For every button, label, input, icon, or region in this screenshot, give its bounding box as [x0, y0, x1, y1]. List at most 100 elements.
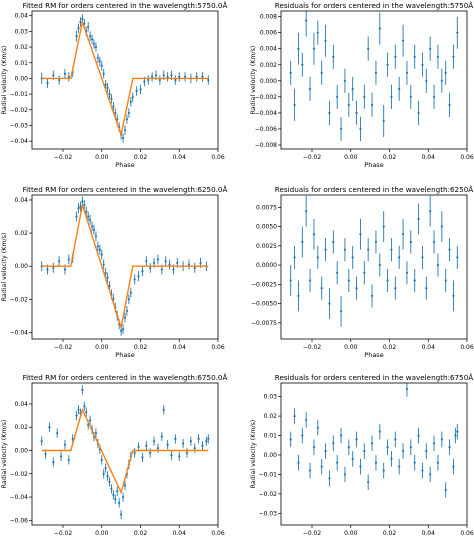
data-point	[178, 455, 181, 458]
data-point	[448, 103, 451, 106]
y-tick-label: 0.02	[264, 413, 278, 420]
data-point	[79, 20, 82, 24]
data-point	[413, 461, 416, 464]
data-point	[394, 438, 397, 441]
y-tick-label: 0.000	[260, 78, 277, 85]
y-tick-label: −0.03	[259, 510, 278, 517]
data-point	[100, 64, 103, 67]
y-tick-label: 0.00	[15, 448, 29, 455]
data-point	[94, 431, 98, 435]
data-point	[92, 228, 96, 231]
data-point	[187, 263, 191, 266]
plot-area	[289, 195, 459, 327]
data-point	[343, 248, 347, 251]
x-tick-label: 0.02	[134, 154, 148, 161]
data-point	[160, 435, 163, 438]
data-point	[355, 111, 358, 114]
x-axis-label: Phase	[364, 351, 383, 359]
data-point	[328, 477, 331, 480]
data-point	[63, 443, 67, 446]
data-point	[154, 74, 158, 77]
subplot-6: Residuals for orders centered in the wav…	[250, 373, 474, 538]
data-point	[417, 434, 420, 437]
data-point	[98, 248, 101, 251]
data-point	[98, 60, 101, 63]
data-point	[207, 437, 210, 440]
chart-title: Residuals for orders centered in the wav…	[275, 1, 473, 10]
y-tick-label: 0.01	[264, 433, 278, 440]
data-point	[374, 461, 378, 464]
data-point	[421, 469, 424, 472]
y-tick-label: −0.04	[10, 329, 29, 336]
data-point	[59, 455, 63, 458]
data-point	[359, 233, 362, 236]
data-point	[401, 39, 405, 42]
y-tick-label: −0.0025	[251, 281, 277, 288]
data-point	[351, 87, 354, 90]
data-point	[305, 210, 308, 213]
chart-title: Residuals for orders centered in the wav…	[275, 373, 473, 382]
data-point	[339, 434, 343, 437]
x-tick-label: −0.02	[54, 344, 73, 351]
data-point	[123, 484, 127, 487]
y-tick-label: −0.002	[255, 94, 277, 101]
data-point	[102, 263, 105, 266]
data-point	[156, 258, 160, 261]
x-tick-label: −0.02	[303, 530, 322, 537]
data-point	[401, 233, 405, 236]
data-point	[46, 268, 49, 271]
data-point	[176, 261, 179, 264]
y-tick-label: 0.02	[15, 424, 29, 431]
subplot-3: Fitted RM for orders centered in the wav…	[1, 185, 228, 359]
data-point	[355, 287, 358, 290]
data-point	[374, 71, 378, 74]
data-point	[413, 279, 416, 282]
data-point	[85, 210, 88, 213]
data-point	[149, 451, 152, 454]
x-tick-label: 0.02	[134, 530, 148, 537]
data-point	[456, 256, 459, 259]
data-point	[293, 414, 296, 418]
x-tick-label: 0.06	[460, 344, 474, 351]
chart-title: Residuals for orders centered in the wav…	[275, 185, 473, 194]
x-tick-label: 0.06	[460, 530, 474, 537]
x-tick-label: 0.02	[134, 344, 148, 351]
data-point	[152, 261, 156, 264]
plot-area	[289, 11, 459, 141]
x-tick-label: 0.00	[95, 344, 109, 351]
data-point	[182, 442, 185, 445]
data-point	[127, 111, 130, 115]
data-point	[104, 271, 107, 274]
data-point	[351, 457, 354, 460]
plot-area	[40, 385, 210, 520]
data-point	[390, 457, 393, 460]
axes-frame	[280, 10, 468, 150]
data-point	[152, 440, 156, 443]
data-point	[413, 55, 416, 58]
data-point	[120, 329, 123, 332]
y-tick-label: 0.0025	[256, 243, 277, 250]
data-point	[90, 38, 94, 41]
x-tick-label: 0.04	[173, 530, 187, 537]
data-point	[448, 446, 451, 449]
data-point	[440, 79, 443, 82]
x-tick-label: −0.02	[54, 530, 73, 537]
data-point	[168, 263, 171, 266]
data-point	[133, 278, 136, 281]
model-line	[41, 407, 209, 495]
data-point	[382, 225, 385, 228]
data-point	[436, 461, 440, 464]
axes-frame	[280, 194, 468, 340]
y-tick-label: −0.03	[10, 122, 29, 129]
x-axis-label: Phase	[115, 351, 134, 359]
data-point	[297, 294, 300, 297]
data-point	[363, 271, 366, 274]
data-point	[312, 233, 316, 236]
data-point	[100, 458, 103, 461]
y-tick-label: 0.0075	[256, 204, 277, 211]
x-tick-label: 0.00	[344, 344, 358, 351]
x-tick-label: 0.02	[383, 530, 397, 537]
data-point	[351, 256, 354, 259]
data-point	[162, 74, 165, 77]
data-point	[172, 268, 175, 271]
